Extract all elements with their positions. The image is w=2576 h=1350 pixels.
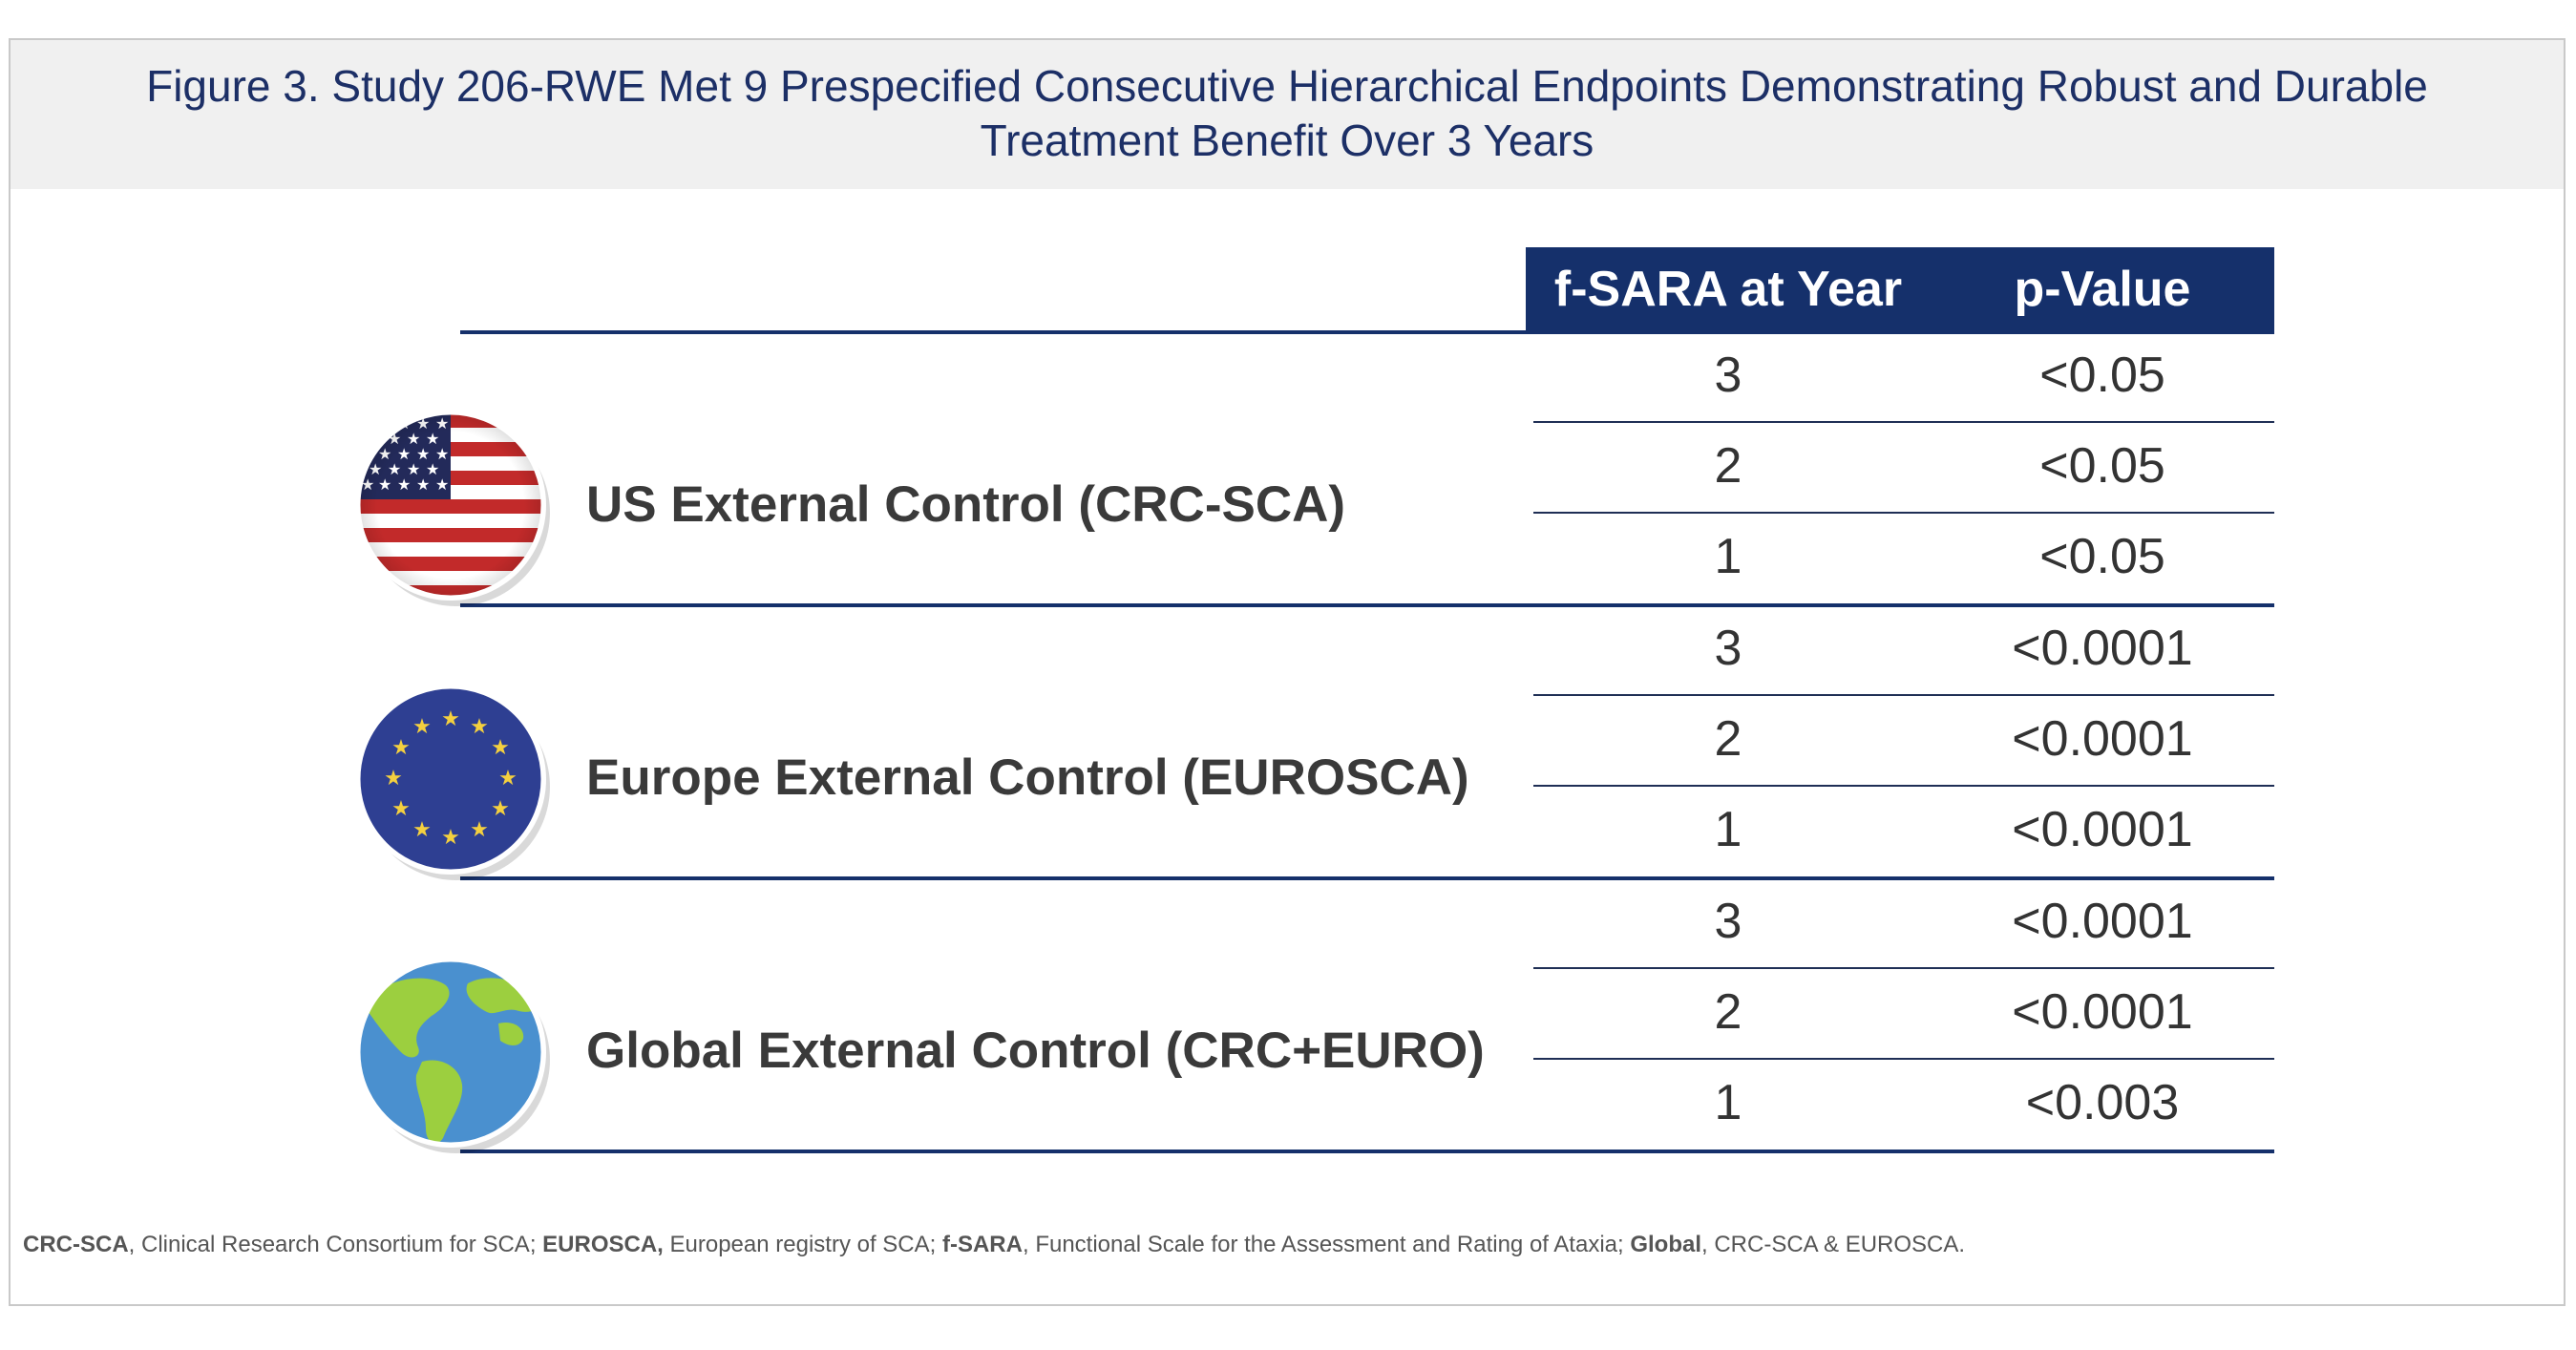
pvalue-cell: <0.0001: [2012, 621, 2193, 676]
year-cell: 3: [1714, 348, 1742, 403]
svg-text:★: ★: [498, 767, 517, 791]
pvalue-cell: <0.05: [2039, 438, 2165, 494]
pvalue-cell: <0.0001: [2012, 802, 2193, 857]
svg-text:★: ★: [491, 797, 510, 821]
year-cell: 2: [1714, 438, 1742, 494]
column-header-year-label: f-SARA at Year: [1553, 262, 1903, 317]
footnote-term: Global: [1630, 1232, 1702, 1257]
footnote-term: CRC-SCA: [23, 1232, 129, 1257]
pvalue-cell: <0.05: [2039, 529, 2165, 584]
svg-text:★: ★: [391, 736, 411, 760]
row-rule: [1533, 785, 2274, 787]
svg-text:★: ★: [470, 818, 489, 842]
column-header-year: f-SARA at Year: [1526, 247, 1931, 332]
footnote-definition: , CRC-SCA & EUROSCA.: [1701, 1232, 1966, 1257]
year-cell: 1: [1714, 802, 1742, 857]
svg-text:★: ★: [441, 707, 460, 731]
svg-text:★: ★: [491, 736, 510, 760]
group-label-us: US External Control (CRC-SCA): [586, 476, 1346, 533]
row-rule: [1533, 512, 2274, 514]
table-top-rule: [460, 330, 2274, 334]
year-cell: 1: [1714, 529, 1742, 584]
pvalue-cell: <0.05: [2039, 348, 2165, 403]
group-label-global: Global External Control (CRC+EURO): [586, 1023, 1485, 1079]
svg-text:★: ★: [391, 797, 411, 821]
group-divider-rule: [460, 603, 2274, 607]
svg-text:★: ★: [384, 767, 403, 791]
title-band: Figure 3. Study 206-RWE Met 9 Prespecifi…: [11, 40, 2564, 189]
row-rule: [1533, 1058, 2274, 1060]
footnote-term: f-SARA: [941, 1232, 1023, 1257]
globe-icon: [355, 957, 550, 1153]
table-bottom-rule: [460, 1150, 2274, 1153]
svg-text:★: ★: [412, 715, 432, 739]
year-cell: 3: [1714, 894, 1742, 949]
footnote-definition: European registry of SCA;: [663, 1232, 942, 1257]
row-rule: [1533, 967, 2274, 969]
year-cell: 2: [1714, 711, 1742, 767]
svg-text:★: ★: [441, 826, 460, 850]
row-rule: [1533, 694, 2274, 696]
row-rule: [1533, 421, 2274, 423]
group-divider-rule: [460, 876, 2274, 880]
year-cell: 2: [1714, 984, 1742, 1040]
eu-flag-icon: ★ ★ ★ ★ ★ ★ ★ ★ ★ ★ ★ ★: [355, 684, 550, 880]
pvalue-cell: <0.0001: [2012, 984, 2193, 1040]
group-label-europe: Europe External Control (EUROSCA): [586, 749, 1469, 806]
svg-text:★: ★: [412, 818, 432, 842]
footnote-term: EUROSCA,: [542, 1232, 664, 1257]
column-header-pvalue: p-Value: [1931, 247, 2274, 332]
footnote: CRC-SCA, Clinical Research Consortium fo…: [23, 1232, 1965, 1258]
svg-text:★: ★: [470, 715, 489, 739]
year-cell: 1: [1714, 1075, 1742, 1130]
pvalue-cell: <0.0001: [2012, 711, 2193, 767]
pvalue-cell: <0.003: [2025, 1075, 2180, 1130]
figure-title: Figure 3. Study 206-RWE Met 9 Prespecifi…: [146, 61, 2428, 165]
us-flag-icon: ★★★ ★★★ ★★★★ ★★★★ ★★★★★: [355, 410, 550, 606]
footnote-definition: , Functional Scale for the Assessment an…: [1022, 1232, 1631, 1257]
column-header-pvalue-label: p-Value: [2014, 262, 2191, 317]
pvalue-cell: <0.0001: [2012, 894, 2193, 949]
footnote-definition: , Clinical Research Consortium for SCA;: [128, 1232, 543, 1257]
year-cell: 3: [1714, 621, 1742, 676]
